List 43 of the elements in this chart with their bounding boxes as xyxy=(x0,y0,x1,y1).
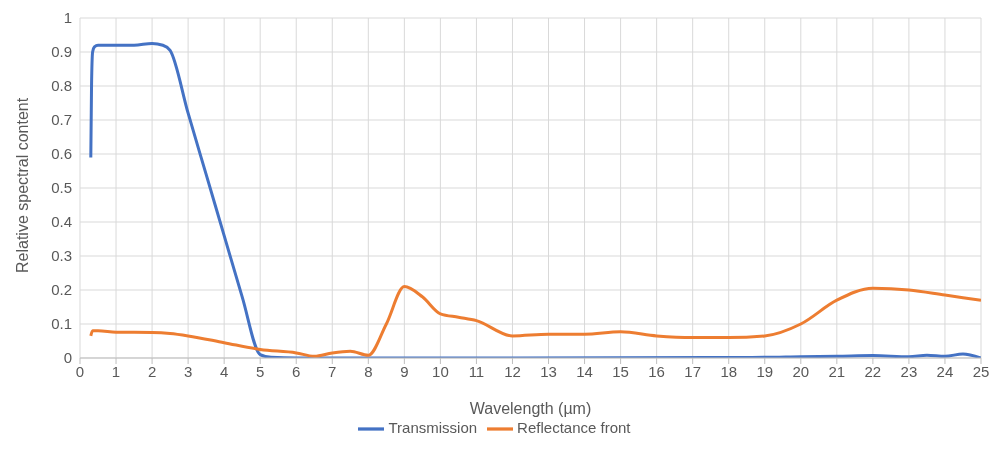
x-tick-label: 13 xyxy=(540,362,557,380)
x-tick-label: 16 xyxy=(648,362,665,380)
x-tick-label: 21 xyxy=(828,362,846,380)
x-tick-label: 10 xyxy=(432,362,449,380)
x-tick-label: 22 xyxy=(864,362,882,380)
x-tick-label: 19 xyxy=(756,362,774,380)
y-tick-label: 0.4 xyxy=(51,213,72,231)
x-tick-label: 11 xyxy=(468,362,485,380)
x-tick-label: 7 xyxy=(328,362,337,380)
line-series xyxy=(89,285,981,358)
x-tick-label: 2 xyxy=(147,362,157,380)
y-axis-title: Relative spectral content xyxy=(13,97,31,273)
x-tick-label: 14 xyxy=(576,362,593,380)
x-tick-label: 25 xyxy=(972,362,990,380)
x-tick-label: 12 xyxy=(504,362,521,380)
x-tick-label: 4 xyxy=(219,362,229,380)
y-tick-label: 0.6 xyxy=(51,145,72,163)
x-tick-label: 20 xyxy=(792,362,810,380)
y-tick-label: 0.1 xyxy=(51,315,72,333)
x-tick-label: 6 xyxy=(292,362,301,380)
y-tick-label: 0.3 xyxy=(51,247,72,265)
x-tick-label: 17 xyxy=(684,362,702,380)
y-tick-label: 0.8 xyxy=(51,77,72,95)
x-tick-label: 24 xyxy=(936,362,954,380)
y-tick-label: 0.9 xyxy=(51,43,72,61)
y-tick-label: 0.2 xyxy=(51,281,72,299)
legend-label: Reflectance front xyxy=(517,418,631,436)
x-tick-label: 15 xyxy=(612,362,629,380)
x-tick-label: 18 xyxy=(720,362,738,380)
x-tick-label: 5 xyxy=(256,362,265,380)
y-tick-label: 0.7 xyxy=(51,111,72,129)
y-tick-label: 0 xyxy=(63,349,72,367)
x-tick-label: 3 xyxy=(183,362,193,380)
line-series xyxy=(89,42,981,358)
x-tick-label: 23 xyxy=(900,362,918,380)
y-tick-label: 1 xyxy=(63,9,72,27)
x-axis-title: Wavelength (µm) xyxy=(469,400,592,417)
legend-label: Transmission xyxy=(388,418,478,436)
x-tick-label: 8 xyxy=(364,362,373,380)
y-tick-label: 0.5 xyxy=(51,179,72,197)
x-tick-label: 9 xyxy=(400,362,409,380)
x-tick-label: 0 xyxy=(75,362,85,380)
x-tick-label: 1 xyxy=(111,362,121,380)
